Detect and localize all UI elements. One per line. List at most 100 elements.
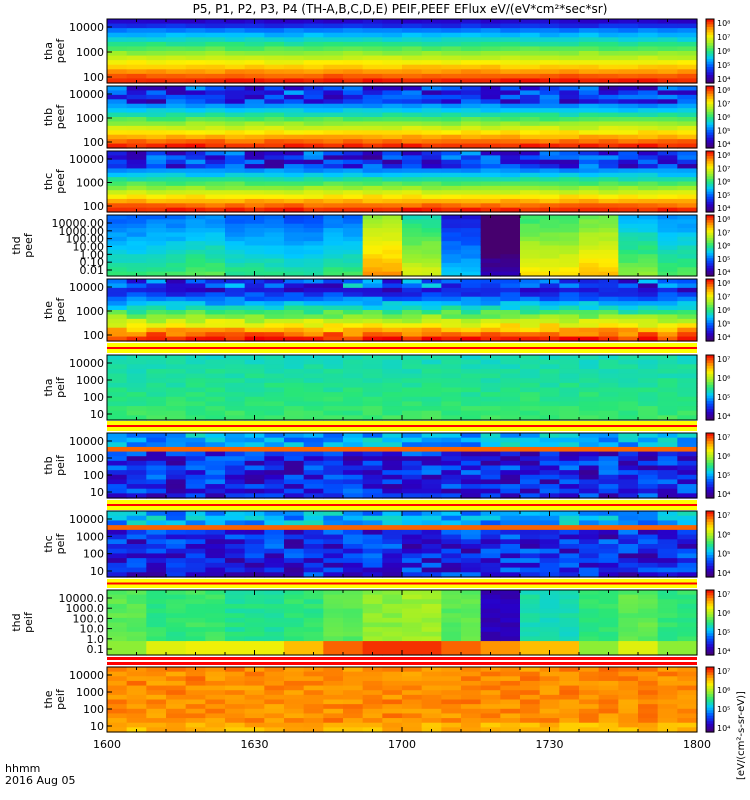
heatmap-cell — [480, 323, 501, 329]
heatmap-cell — [677, 172, 698, 178]
heatmap-cell — [677, 134, 698, 140]
heatmap-cell — [638, 164, 659, 170]
heatmap-cell — [520, 69, 541, 75]
y-tick-label: 10 — [90, 565, 104, 578]
heatmap-cell — [185, 262, 206, 268]
heatmap-cell — [520, 287, 541, 293]
heatmap-cell — [362, 456, 383, 462]
heatmap-cell — [500, 645, 521, 651]
heatmap-cell — [559, 493, 580, 499]
heatmap-cell — [264, 78, 285, 84]
heatmap-cell — [579, 318, 600, 324]
heatmap-cell — [500, 368, 521, 375]
heatmap-cell — [323, 442, 344, 448]
heatmap-cell — [284, 90, 305, 96]
heatmap-cell — [323, 125, 344, 131]
heatmap-cell — [539, 267, 560, 273]
heatmap-cell — [146, 392, 167, 398]
heatmap-cell — [244, 636, 265, 642]
heatmap-cell — [244, 722, 265, 728]
heatmap-cell — [500, 387, 521, 393]
heatmap-cell — [185, 236, 206, 242]
colorbar-segment — [706, 199, 714, 203]
heatmap-cell — [677, 704, 698, 710]
heatmap-cell — [520, 301, 541, 307]
heatmap-cell — [166, 69, 187, 75]
heatmap-cell — [500, 599, 521, 605]
heatmap-cell — [618, 437, 639, 443]
heatmap-cell — [362, 722, 383, 728]
heatmap-cell — [559, 219, 580, 225]
heatmap-cell — [480, 699, 501, 705]
panel-probe-label: tha — [42, 42, 55, 60]
heatmap-cell — [126, 603, 147, 610]
heatmap-cell — [264, 318, 285, 324]
heatmap-cell — [559, 359, 580, 365]
heatmap-cell — [264, 387, 285, 393]
heatmap-cell — [107, 437, 128, 443]
heatmap-cell — [362, 594, 383, 600]
heatmap-cell — [185, 392, 206, 398]
heatmap-cell — [126, 314, 147, 320]
heatmap-cell — [107, 236, 128, 242]
heatmap-cell — [618, 28, 639, 34]
heatmap-cell — [146, 368, 167, 375]
heatmap-cell — [126, 548, 147, 555]
heatmap-cell — [539, 359, 560, 365]
heatmap-cell — [638, 305, 659, 311]
heatmap-cell — [166, 558, 187, 564]
heatmap-cell — [185, 223, 206, 229]
colorbar-segment — [706, 360, 714, 364]
heatmap-cell — [421, 69, 442, 75]
heatmap-cell — [421, 241, 442, 247]
heatmap-cell — [500, 194, 521, 200]
heatmap-cell — [461, 258, 482, 264]
heatmap-cell — [520, 223, 541, 229]
heatmap-cell — [264, 539, 285, 545]
heatmap-cell — [126, 636, 147, 642]
heatmap-cell — [677, 603, 698, 610]
heatmap-cell — [657, 451, 678, 457]
heatmap-cell — [559, 327, 580, 333]
heatmap-cell — [323, 55, 344, 61]
heatmap-cell — [598, 198, 619, 204]
heatmap-cell — [205, 470, 226, 476]
heatmap-cell — [166, 460, 187, 467]
heatmap-cell — [461, 327, 482, 333]
heatmap-cell — [126, 198, 147, 204]
heatmap-cell — [539, 32, 560, 38]
heatmap-cell — [579, 64, 600, 70]
heatmap-cell — [579, 130, 600, 136]
heatmap-cell — [382, 301, 403, 307]
heatmap-cell — [402, 558, 423, 564]
colorbar-segment — [706, 279, 714, 283]
heatmap-cell — [421, 704, 442, 710]
heatmap-cell — [500, 203, 521, 209]
heatmap-cell — [618, 415, 639, 421]
heatmap-cell — [539, 479, 560, 485]
heatmap-cell — [323, 177, 344, 183]
heatmap-cell — [205, 19, 226, 25]
heatmap-cell — [559, 727, 580, 733]
heatmap-cell — [166, 627, 187, 633]
heatmap-cell — [579, 151, 600, 156]
heatmap-cell — [205, 69, 226, 75]
heatmap-cell — [303, 722, 324, 728]
heatmap-cell — [539, 392, 560, 398]
heatmap-cell — [284, 19, 305, 25]
heatmap-cell — [598, 121, 619, 127]
heatmap-cell — [539, 292, 560, 298]
heatmap-cell — [146, 680, 167, 687]
heatmap-cell — [205, 704, 226, 710]
heatmap-cell — [677, 608, 698, 614]
heatmap-cell — [559, 292, 580, 298]
heatmap-cell — [441, 465, 462, 471]
heatmap-cell — [618, 433, 639, 439]
heatmap-cell — [343, 159, 364, 165]
heatmap-cell — [598, 159, 619, 165]
heatmap-cell — [323, 86, 344, 92]
heatmap-cell — [579, 442, 600, 448]
heatmap-cell — [559, 636, 580, 642]
heatmap-cell — [362, 32, 383, 38]
colorbar-tick-label: 10⁴ — [717, 204, 730, 213]
